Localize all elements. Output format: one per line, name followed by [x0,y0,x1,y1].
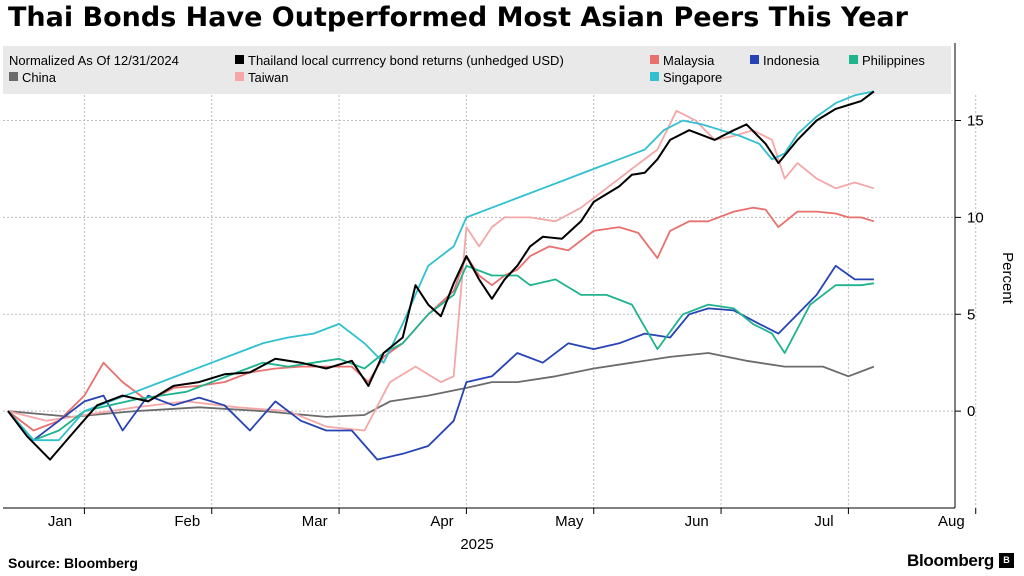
series-line-thailand [7,90,875,461]
legend-swatch [650,72,659,81]
series-line-indonesia [7,264,874,461]
legend-label: Taiwan [248,70,288,85]
y-tick-label: 5 [967,306,975,323]
series-line-philippines [7,264,875,442]
grid [3,95,977,508]
legend-label: Philippines [862,53,925,68]
y-tick-label: 0 [967,403,975,420]
x-tick-label: Apr [430,513,453,530]
legend-label: Singapore [663,70,722,85]
legend-swatch [750,55,759,64]
legend-swatch [9,72,18,81]
chart-title: Thai Bonds Have Outperformed Most Asian … [8,2,908,33]
x-axis-label: 2025 [460,536,493,553]
axes [3,43,977,514]
x-tick-label: Jul [814,513,833,530]
legend: Normalized As Of 12/31/2024 Thailand loca… [9,53,925,85]
source-note: Source: Bloomberg [8,555,138,571]
legend-subtitle: Normalized As Of 12/31/2024 [9,53,179,68]
x-tick-label: Aug [938,513,965,530]
bloomberg-logo-icon: B [999,553,1014,568]
bloomberg-logo: Bloomberg [906,551,994,570]
legend-swatch [849,55,858,64]
series-line-china [7,352,875,418]
legend-label: Malaysia [663,53,715,68]
x-tick-label: May [555,513,584,530]
y-axis-label: Percent [999,252,1016,305]
legend-label: Thailand local currrency bond returns (u… [248,53,564,68]
y-tick-label: 15 [967,113,984,130]
x-tick-label: Feb [174,513,200,530]
legend-label: China [22,70,57,85]
series-line-taiwan [7,109,875,432]
x-tick-label: Mar [302,513,328,530]
axis-labels: 0 5 10 15 Jan Feb Mar Apr May Jun Jul Aug 2025 Percen… [48,113,1016,554]
legend-swatch [235,55,244,64]
x-tick-label: Jan [48,513,72,530]
series-lines [7,90,875,461]
series-line-malaysia [7,206,875,432]
x-tick-label: Jun [685,513,709,530]
series-line-singapore [7,90,875,442]
y-tick-label: 10 [967,209,984,226]
legend-swatch [235,72,244,81]
legend-swatch [650,55,659,64]
legend-label: Indonesia [763,53,820,68]
legend-background [3,46,951,94]
